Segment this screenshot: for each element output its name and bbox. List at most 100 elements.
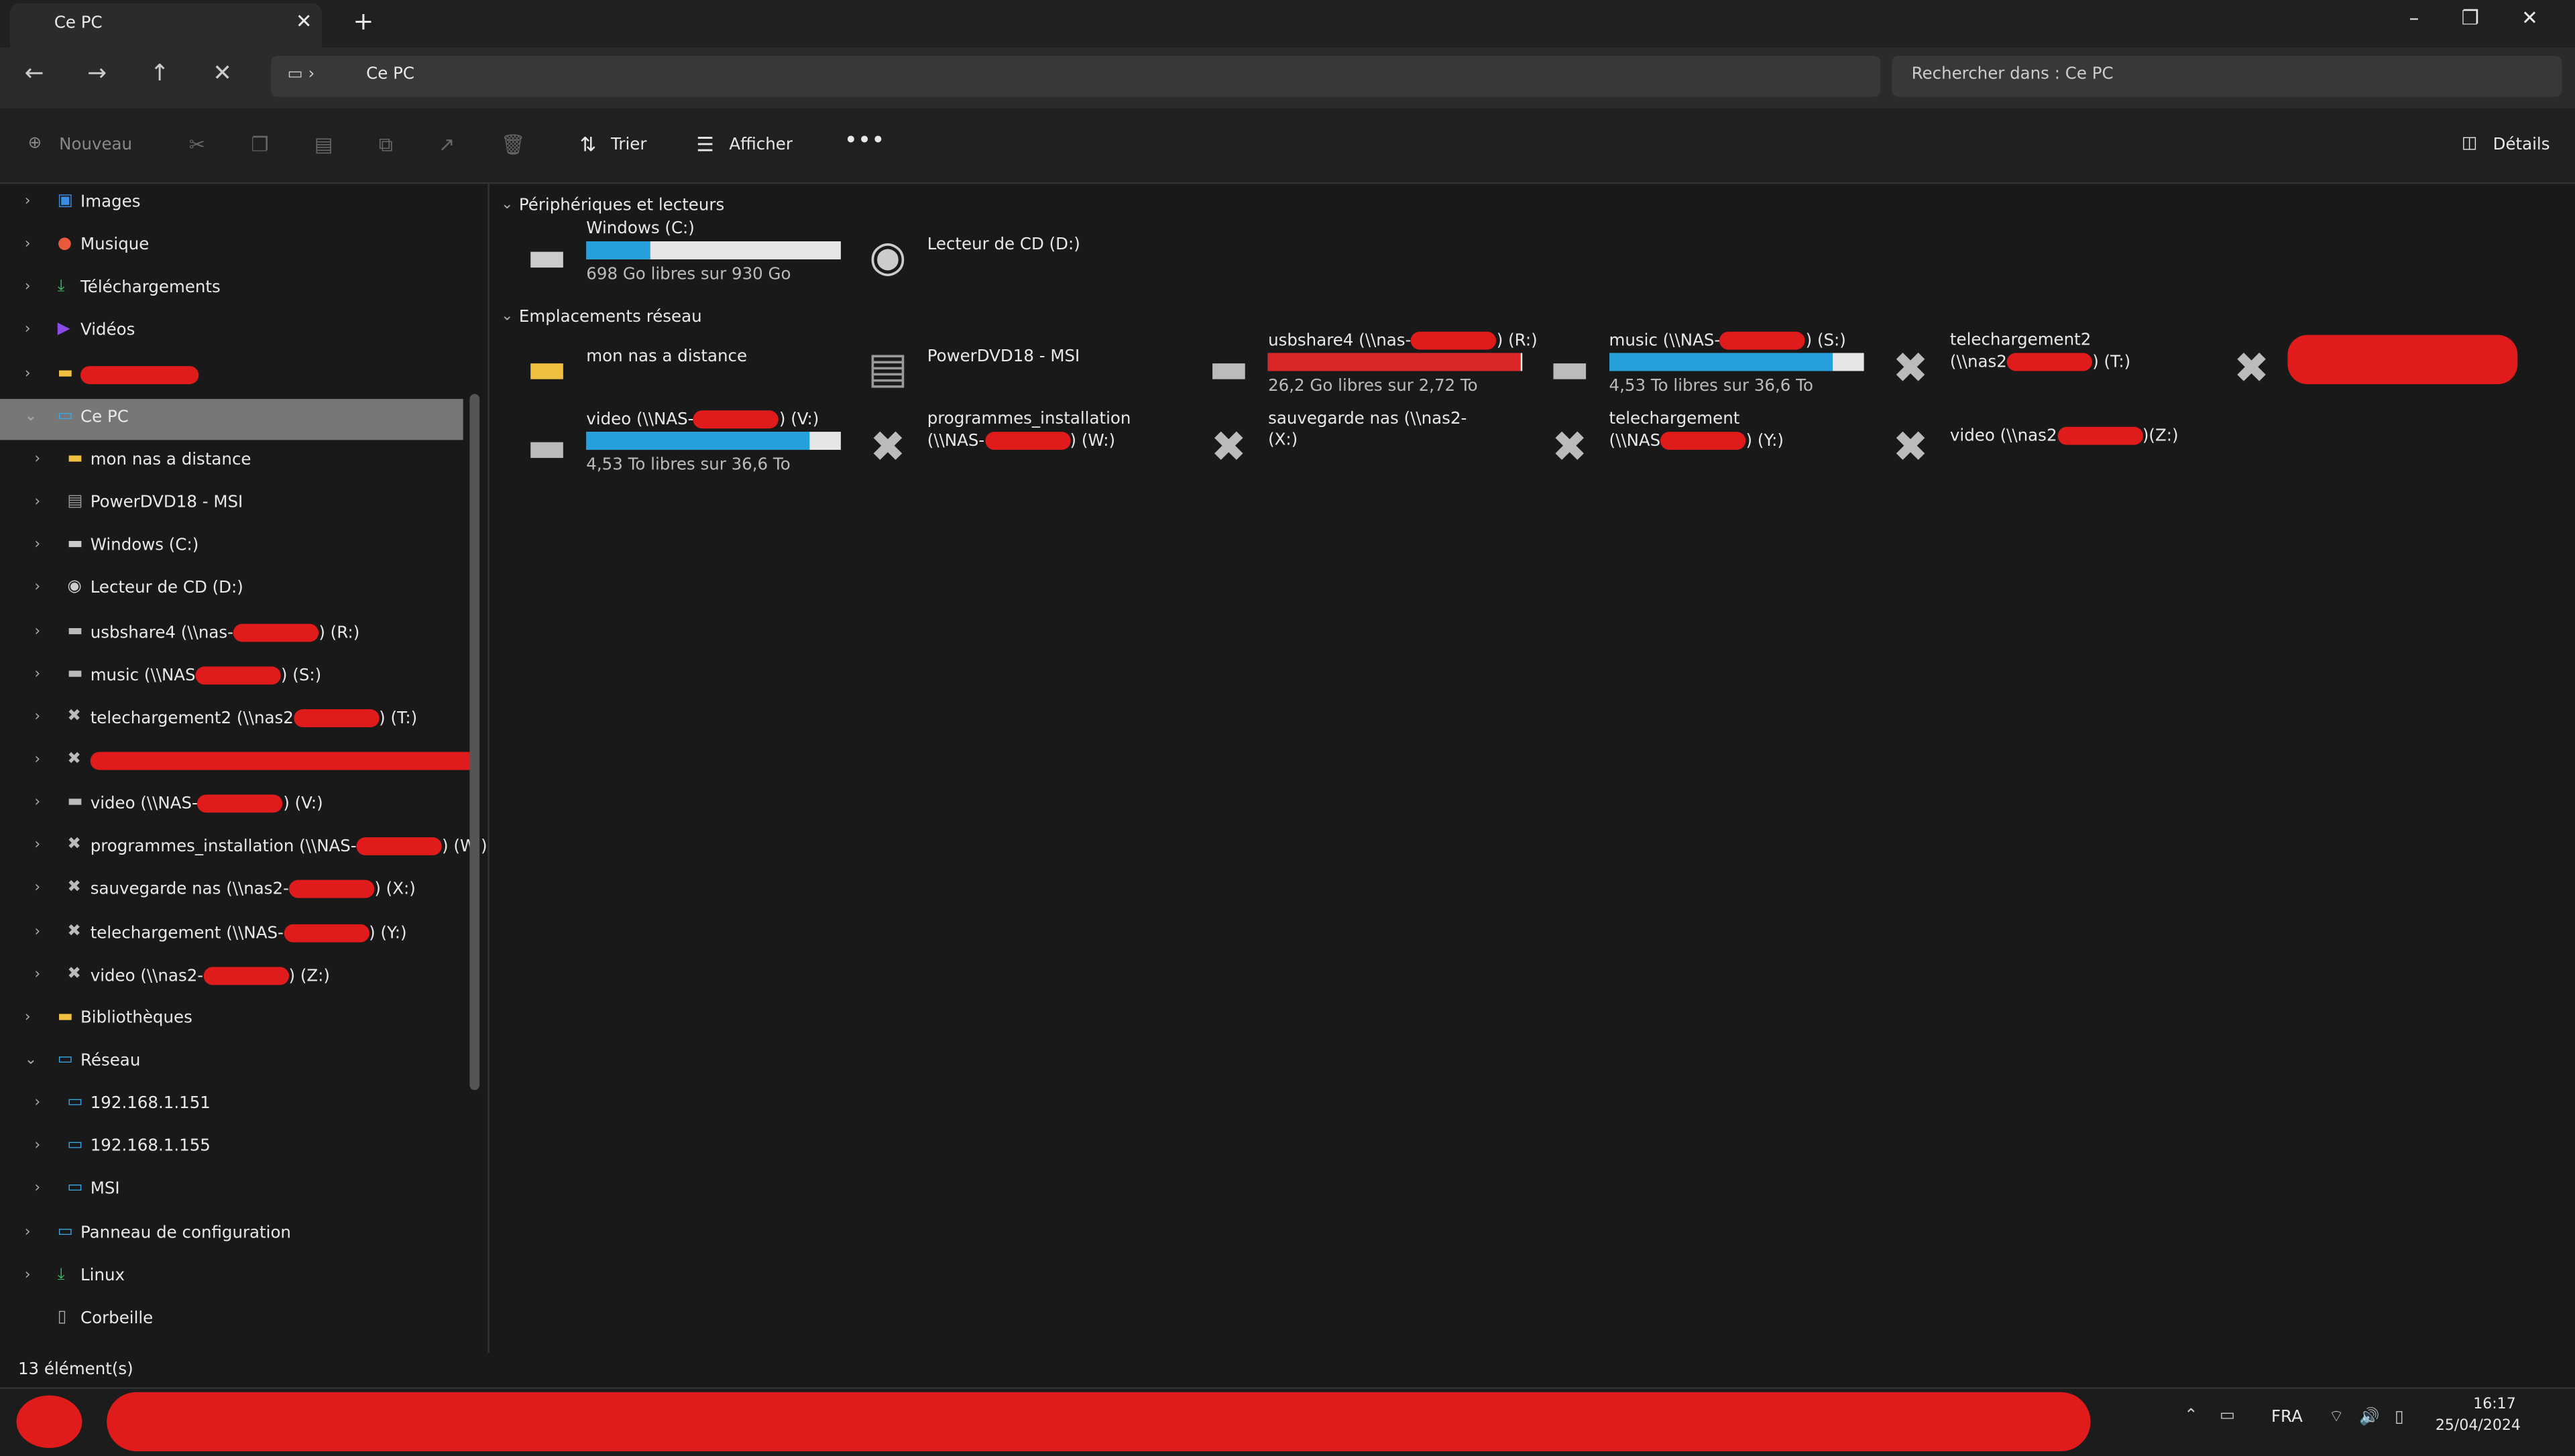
drive-name[interactable]: telechargement [1609,410,1740,428]
drive-name-2[interactable]: (X:) [1268,432,1298,450]
nav-item[interactable]: MSI [91,1181,120,1199]
nav-item[interactable]: Corbeille [80,1310,153,1328]
expand-arrow[interactable]: › [24,1009,31,1026]
nav-item[interactable]: Bibliothèques [80,1010,192,1028]
expand-arrow[interactable]: › [34,537,41,554]
nav-item[interactable] [80,365,199,384]
drive-name-2[interactable]: (\\nas2) (T:) [1950,353,2130,372]
new-tab[interactable]: + [353,6,374,36]
tab[interactable] [9,3,323,48]
expand-arrow[interactable]: ⌄ [24,1052,38,1069]
drive-name[interactable]: video (\\nas2)(Z:) [1950,426,2179,446]
nav-item[interactable]: Panneau de configuration [80,1224,291,1242]
nav-item[interactable]: Vidéos [80,322,135,341]
drive-icon[interactable]: ✖ [1892,423,1929,473]
language[interactable]: FRA [2271,1408,2303,1427]
nav-buttons[interactable]: ← → ↑ ✕ [24,60,232,87]
drive-name-2[interactable]: (\\NAS-) (W:) [927,432,1115,450]
drive-name[interactable]: PowerDVD18 - MSI [927,348,1080,366]
drive-name[interactable]: usbshare4 (\\nas-) (R:) [1268,331,1538,351]
nav-item[interactable]: video (\\NAS-) (V:) [91,794,323,814]
nav-item[interactable]: Réseau [80,1052,140,1071]
details-button[interactable]: Détails [2493,136,2550,155]
expand-arrow[interactable]: › [34,923,41,941]
expand-arrow[interactable]: ⌄ [24,408,38,425]
drive-icon[interactable]: ▬ [526,423,567,473]
address-bar[interactable] [271,56,1881,97]
drive-icon[interactable]: ▬ [1208,345,1249,394]
section-arrow[interactable]: ⌄ [500,196,514,214]
window-controls[interactable]: – ❐ ✕ [2409,6,2538,30]
expand-arrow[interactable]: › [34,1095,41,1112]
search-box[interactable] [1892,56,2562,97]
drive-name[interactable]: video (\\NAS-) (V:) [586,410,819,429]
drive-name[interactable]: programmes_installation [927,410,1131,428]
expand-arrow[interactable]: › [34,880,41,898]
drive-icon[interactable]: ▬ [526,345,567,394]
drive-name[interactable]: mon nas a distance [586,348,747,366]
expand-arrow[interactable]: › [34,666,41,682]
tray-icons[interactable]: ⌃ ▭ [2184,1406,2236,1425]
drive-icon[interactable]: ✖ [1892,345,1929,394]
drive-icon[interactable]: ✖ [1552,423,1588,473]
nav-item[interactable]: music (\\NAS) (S:) [91,666,322,685]
toolbar-icons[interactable]: ✂ ❐ ▤ ⧉ ↗ 🗑 [188,133,526,156]
expand-arrow[interactable]: › [24,1267,31,1284]
nav-item[interactable]: Ce PC [80,408,129,426]
expand-arrow[interactable]: › [34,751,41,768]
nav-item[interactable]: programmes_installation (\\NAS-) (W:) [91,837,488,857]
selected-row[interactable] [0,398,463,440]
nav-item[interactable]: Musique [80,237,149,255]
breadcrumb[interactable]: Ce PC [366,65,414,84]
expand-arrow[interactable]: › [24,237,31,253]
expand-arrow[interactable]: › [24,365,31,382]
system-icons[interactable]: ⌔ 🔊 ▯ [2328,1408,2404,1427]
drive-icon[interactable]: ✖ [2233,345,2270,394]
nav-item[interactable]: Images [80,194,140,212]
expand-arrow[interactable]: › [34,1138,41,1155]
drive-icon[interactable]: ▬ [526,233,567,283]
view-button[interactable]: Afficher [729,136,793,155]
expand-arrow[interactable]: › [34,966,41,983]
more-button[interactable]: ••• [844,128,885,155]
drive-icon[interactable]: ◉ [869,233,907,283]
expand-arrow[interactable]: › [34,794,41,812]
nav-item[interactable]: telechargement2 (\\nas2) (T:) [91,709,417,728]
drive-name[interactable]: telechargement2 [1950,332,2091,350]
nav-item[interactable]: Téléchargements [80,280,221,298]
section-arrow[interactable]: ⌄ [500,308,514,325]
expand-arrow[interactable]: › [24,193,31,210]
nav-item[interactable]: telechargement (\\NAS-) (Y:) [91,923,407,943]
drive-name[interactable]: music (\\NAS-) (S:) [1609,331,1846,351]
drive-name[interactable]: Lecteur de CD (D:) [927,237,1080,255]
nav-item[interactable]: Lecteur de CD (D:) [91,580,243,598]
expand-arrow[interactable]: › [34,494,41,511]
drive-icon[interactable]: ▬ [1549,345,1590,394]
expand-arrow[interactable]: › [24,1223,31,1241]
drive-icon[interactable]: ✖ [870,423,906,473]
drive-name[interactable]: Windows (C:) [586,220,695,238]
expand-arrow[interactable]: › [24,322,31,339]
nav-item[interactable]: Linux [80,1267,125,1285]
expand-arrow[interactable]: › [34,1180,41,1198]
nav-item[interactable]: usbshare4 (\\nas-) (R:) [91,623,359,642]
nav-item[interactable]: 192.168.1.151 [91,1095,211,1113]
expand-arrow[interactable]: › [34,451,41,468]
nav-item[interactable]: mon nas a distance [91,451,251,469]
drive-icon[interactable]: ▤ [867,345,908,394]
expand-arrow[interactable]: › [34,580,41,597]
nav-item[interactable]: 192.168.1.155 [91,1138,211,1156]
drive-name-2[interactable]: (\\NAS) (Y:) [1609,432,1784,450]
nav-item[interactable] [90,751,478,770]
new-button[interactable]: Nouveau [59,136,133,155]
expand-arrow[interactable]: › [34,623,41,640]
nav-item[interactable]: PowerDVD18 - MSI [91,494,243,512]
tab-close[interactable]: ✕ [295,9,312,33]
drive-name[interactable]: sauvegarde nas (\\nas2- [1268,410,1467,428]
nav-item[interactable]: video (\\nas2-) (Z:) [91,966,330,985]
scrollbar[interactable] [469,393,480,1091]
nav-item[interactable]: Windows (C:) [91,537,199,555]
section-title[interactable]: Périphériques et lecteurs [518,196,725,215]
expand-arrow[interactable]: › [34,837,41,855]
nav-item[interactable]: sauvegarde nas (\\nas2-) (X:) [91,880,416,900]
